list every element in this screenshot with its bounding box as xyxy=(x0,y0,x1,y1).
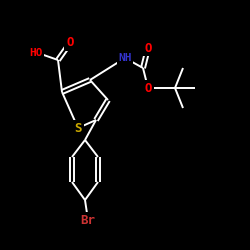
Text: O: O xyxy=(144,42,152,54)
Text: NH: NH xyxy=(118,53,132,63)
Text: O: O xyxy=(66,36,74,50)
Text: O: O xyxy=(144,82,152,94)
Text: S: S xyxy=(74,122,82,134)
Text: Br: Br xyxy=(80,214,96,226)
Text: HO: HO xyxy=(29,48,43,58)
